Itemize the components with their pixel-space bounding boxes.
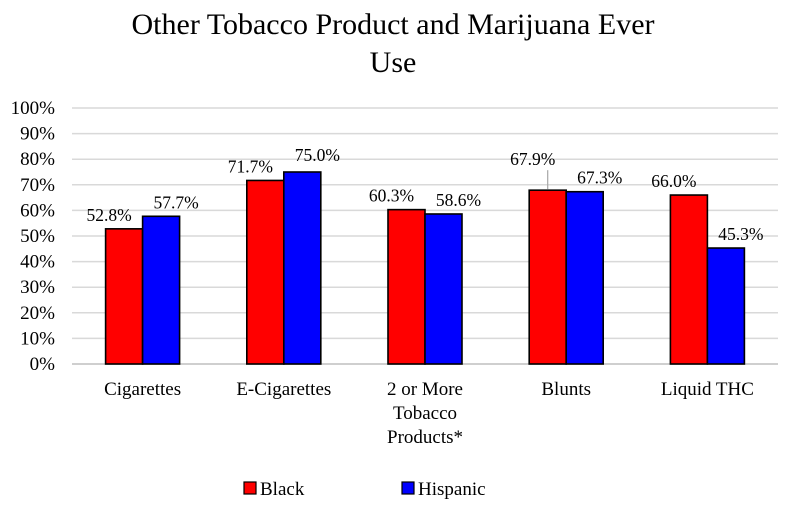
data-label: 45.3% xyxy=(718,224,763,244)
y-tick-label: 50% xyxy=(20,226,55,247)
y-tick-label: 0% xyxy=(30,354,56,375)
bar-black xyxy=(246,179,285,365)
category-label: Cigarettes xyxy=(104,379,181,400)
chart-title: Other Tobacco Product and Marijuana Ever… xyxy=(132,8,655,79)
chart-title-line: Use xyxy=(370,46,417,79)
legend-label: Hispanic xyxy=(418,479,486,500)
bar-hispanic xyxy=(706,247,746,365)
y-axis: 0% 10% 20% 30% 40% 50% 60% 70% 80% 90% 100% xyxy=(11,98,56,375)
legend-swatch-hispanic xyxy=(401,481,415,495)
data-labels: 52.8% 71.7% 60.3% 67.9% 66.0% 57.7% 75.0% 58.6%… xyxy=(86,145,763,244)
y-tick-label: 100% xyxy=(11,98,56,119)
bar-black xyxy=(528,189,568,365)
legend-swatch-black xyxy=(243,481,257,495)
data-label: 66.0% xyxy=(651,171,696,191)
y-tick-label: 10% xyxy=(20,328,55,349)
data-label: 58.6% xyxy=(436,190,481,210)
bar-hispanic xyxy=(565,190,605,365)
legend-label: Black xyxy=(260,479,305,500)
data-label: 67.9% xyxy=(510,149,555,169)
chart-title-line: Other Tobacco Product and Marijuana Ever xyxy=(132,8,655,41)
category-label: Products* xyxy=(387,427,463,448)
bars xyxy=(104,171,746,365)
data-label: 75.0% xyxy=(295,145,340,165)
bar-hispanic xyxy=(141,215,181,365)
category-label: Liquid THC xyxy=(661,379,754,400)
data-label: 52.8% xyxy=(86,205,131,225)
data-label: 67.3% xyxy=(577,168,622,188)
y-tick-label: 60% xyxy=(20,200,55,221)
y-tick-label: 90% xyxy=(20,124,55,145)
category-label: 2 or More xyxy=(387,379,463,400)
category-label: Blunts xyxy=(541,379,591,400)
y-tick-label: 20% xyxy=(20,303,55,324)
data-label: 57.7% xyxy=(153,192,198,212)
y-tick-label: 40% xyxy=(20,252,55,273)
bar-hispanic xyxy=(424,213,463,365)
bar-hispanic xyxy=(282,171,322,365)
y-tick-label: 80% xyxy=(20,149,55,170)
data-label: 60.3% xyxy=(369,186,414,206)
data-label: 71.7% xyxy=(228,156,273,176)
category-label: E-Cigarettes xyxy=(236,379,331,400)
bar-black xyxy=(104,228,144,365)
legend: Black Hispanic xyxy=(243,479,486,500)
bar-black xyxy=(387,208,426,365)
x-axis: Cigarettes E-Cigarettes 2 or More Tobacco Pr… xyxy=(104,379,754,448)
y-tick-label: 30% xyxy=(20,277,55,298)
y-tick-label: 70% xyxy=(20,175,55,196)
bar-black xyxy=(669,194,709,365)
category-label: Tobacco xyxy=(393,403,457,424)
